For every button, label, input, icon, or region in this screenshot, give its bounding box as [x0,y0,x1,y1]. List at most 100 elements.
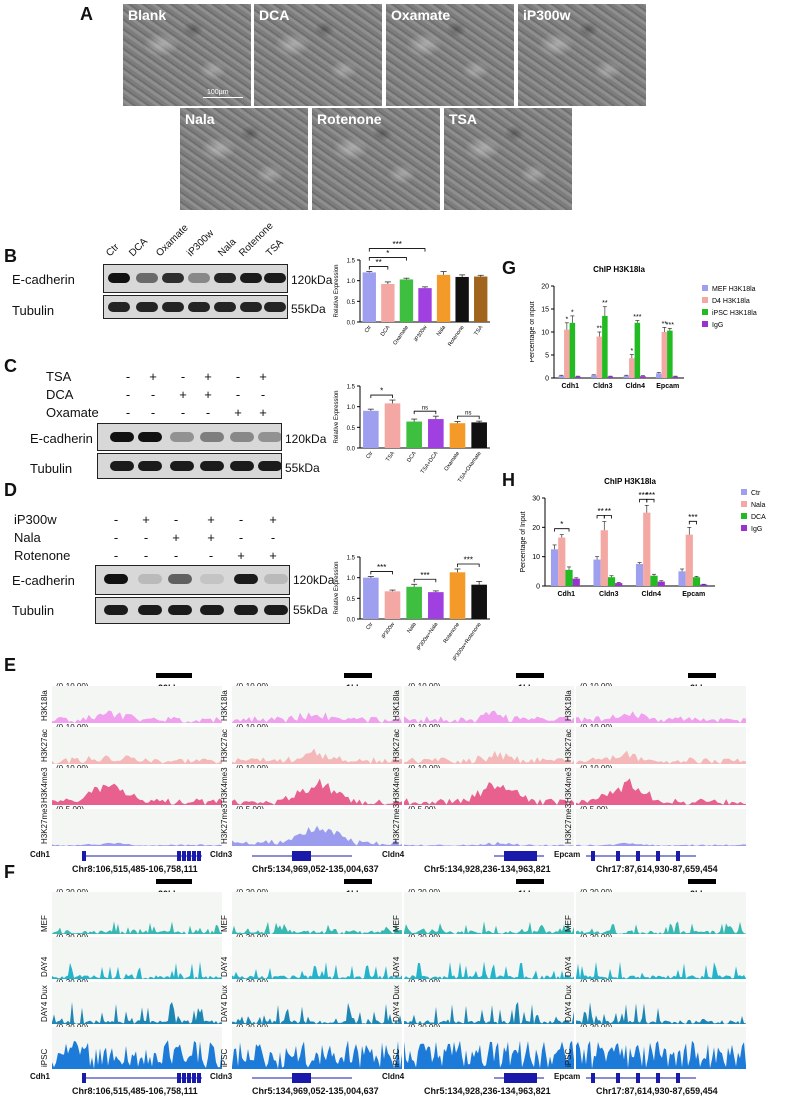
blot-band [110,461,134,471]
signal-peak [232,825,402,846]
signal-peak [576,1040,746,1069]
significance-label: *** [688,513,697,522]
gene-name: Cdh1 [30,850,50,859]
significance-label: * [560,520,563,529]
panel-label-d: D [4,480,17,500]
legend-entry: MEF H3K18la [712,286,756,293]
signal-track [576,809,746,846]
bar [558,375,565,378]
panel-label-a: A [80,4,93,24]
treatment-sign: - [235,387,241,402]
significance-bracket [646,498,655,503]
y-tick-label: 1.0 [347,405,356,411]
category-label: TSA+Oxamate [457,451,483,484]
gene-model [586,1073,696,1083]
category-label: Rotenone [443,622,462,645]
legend-entry: iPSC H3K18la [712,310,757,317]
category-label: DCA [380,324,392,337]
signal-track [576,727,746,764]
gene-exon [82,1073,86,1083]
micrograph-rotenone: Rotenone [312,108,440,210]
chip-chart-h: ChIP H3K18la 0 10 20 30 Percentage of Input Cd… [520,477,766,598]
signal-peak [576,778,746,805]
category-label: DCA [406,450,418,463]
micrograph-tsa: TSA [444,108,572,210]
row-label-tubulin: Tubulin [12,603,55,618]
signal-peak [52,842,222,846]
track-label: DAY4 Dux [220,985,229,1022]
blot-band [264,574,288,584]
legend-swatch [702,285,708,291]
track-label: DAY4 Dux [392,985,401,1022]
bar [575,376,581,378]
y-axis-label: Percentage of Input [530,301,536,362]
y-axis-label: Relative Expression [334,561,340,614]
chart-title: ChIP H3K18la [593,265,645,274]
y-tick-label: 20 [532,525,540,532]
treatment-sign: + [269,548,277,563]
chip-chart-g: ChIP H3K18la 0 5 10 15 20 Percentage of Input C… [530,265,757,390]
signal-peak [404,841,574,846]
signal-track [404,982,574,1024]
blot-tubulin [95,597,290,624]
bar [623,375,630,378]
gene-model [82,1073,202,1083]
treatment-sign: - [260,387,266,402]
category-label: Cdh1 [562,383,580,390]
bar [656,373,662,378]
treatment-sign: - [113,530,119,545]
significance-label: *** [377,563,386,572]
bar [657,581,665,586]
signal-track [404,686,574,723]
gene-exon [656,1073,660,1083]
signal-track [232,727,402,764]
y-tick-label: 1.5 [347,259,356,265]
gene-exon [636,1073,640,1083]
signal-track [404,768,574,805]
row-label-tubulin: Tubulin [30,461,73,476]
micrograph-label: iP300w [523,7,571,23]
bar [700,584,708,586]
blot-band [200,461,224,471]
bar [362,272,376,322]
significance-label: ns [465,411,471,417]
signal-peak [232,778,402,805]
bar [640,376,646,378]
signal-track [52,892,222,934]
lane-label: Nala [216,236,239,259]
significance-label: * [571,309,574,316]
locus-coordinate: Chr17:87,614,930-87,659,454 [596,1086,718,1096]
chart-title: ChIP H3K18la [604,477,656,486]
track-label: iPSC [392,1048,401,1067]
significance-bracket [368,248,426,252]
treatment-sign: - [235,369,241,384]
treatment-sign: - [173,512,179,527]
signal-peak [404,921,574,934]
bar [474,276,488,322]
signal-track [232,937,402,979]
category-label: Oxamate [392,325,410,347]
bar [607,376,614,378]
panel-label-g: G [502,258,517,278]
significance-label: *** [420,571,429,580]
gene-exon [656,851,660,861]
gene-exon [307,1073,311,1083]
signal-peak [404,750,574,764]
bar [602,315,608,378]
micrograph-nala: Nala [180,108,308,210]
bar [558,537,566,586]
legend-entry: IgG [712,322,723,329]
bar [449,572,466,619]
bar [406,586,422,619]
category-label: Cldn4 [642,591,662,598]
signal-peak [576,842,746,846]
gene-exon [187,1073,191,1083]
blot-band [168,574,192,584]
bar [381,283,395,322]
bar [600,530,608,586]
signal-track [404,727,574,764]
significance-label: * [565,316,568,323]
signal-track [52,809,222,846]
signal-track [576,1027,746,1069]
track-label: H3K18la [220,690,229,721]
